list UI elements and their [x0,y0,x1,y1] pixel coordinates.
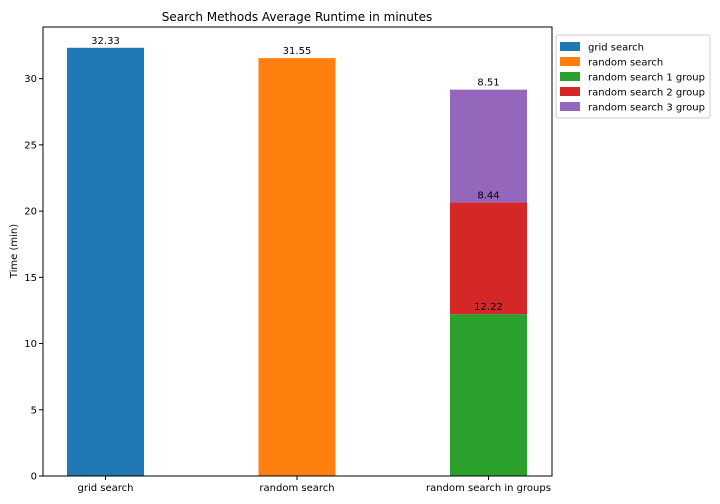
legend-swatch [560,57,580,66]
y-tick-label: 20 [24,207,37,218]
y-tick-label: 10 [24,339,37,350]
chart-title: Search Methods Average Runtime in minute… [162,10,432,24]
y-tick-label: 25 [24,140,37,151]
legend: grid search random search random search 1 … [555,34,711,119]
y-tick-label: 0 [31,472,37,483]
legend-swatch [560,87,580,96]
bar-value-label: 32.33 [91,36,120,47]
legend-swatch [560,102,580,111]
y-tick-label: 15 [24,273,37,284]
bar [67,47,144,476]
bar [450,314,527,476]
x-tick-label: grid search [78,483,134,494]
legend-box [555,34,711,119]
x-tick-label: random search in groups [426,483,551,494]
y-tick-label: 30 [24,74,37,85]
y-axis-label: Time (min) [9,224,20,279]
bar [450,89,527,203]
bar-value-label: 12.22 [474,302,503,313]
legend-label: random search [588,58,663,69]
y-tick-label: 5 [31,405,37,416]
bar [450,202,527,315]
bar-value-label: 8.44 [477,190,499,201]
legend-label: random search 1 group [588,73,705,84]
legend-swatch [560,72,580,81]
legend-label: random search 2 group [588,88,705,99]
legend-label: grid search [588,43,644,54]
x-tick-label: random search [259,483,334,494]
x-axis-ticks: grid search random search random search in… [78,476,551,494]
bars-group [67,47,527,477]
bar-value-label: 8.51 [477,78,499,89]
y-axis-ticks: 0 5 10 15 20 25 30 [24,74,43,483]
legend-swatch [560,42,580,51]
bar [258,58,336,477]
bar-value-label: 31.55 [283,46,312,57]
bar-labels-group: 32.33 31.55 12.22 8.44 8.51 [91,36,503,313]
legend-label: random search 3 group [588,103,705,114]
